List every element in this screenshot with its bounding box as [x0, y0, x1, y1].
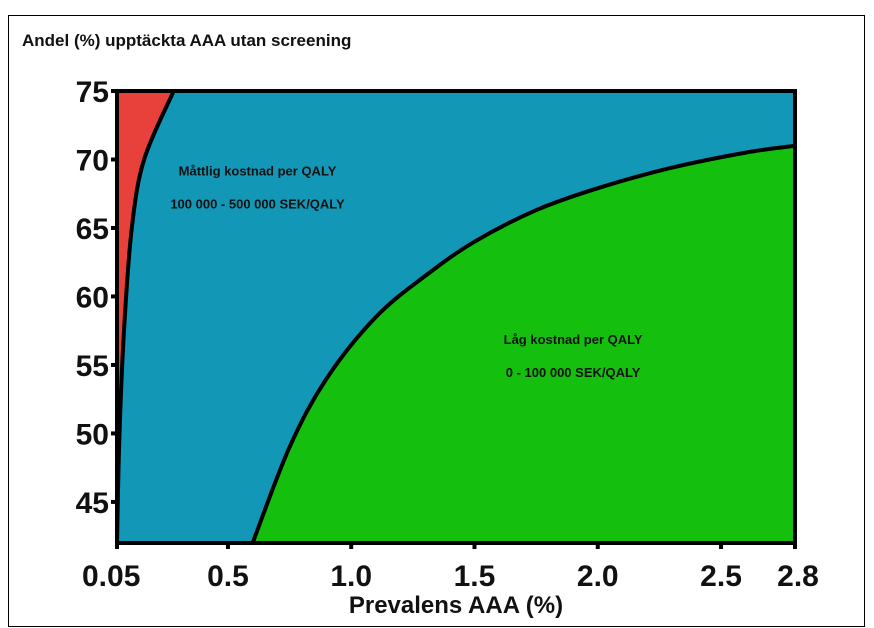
x-tick-label: 1.5: [454, 560, 496, 593]
region-label-moderate-cost-title: Måttlig kostnad per QALY: [179, 164, 337, 179]
plot-border: [115, 89, 797, 545]
y-tick-label: 45: [76, 487, 109, 520]
x-tick-label: 2.8: [777, 560, 819, 593]
chart-title: Andel (%) upptäckta AAA utan screening: [22, 31, 352, 50]
y-tick-label: 55: [76, 350, 109, 383]
y-tick-label: 65: [76, 213, 109, 246]
region-label-low-cost-range: 0 - 100 000 SEK/QALY: [506, 365, 641, 380]
region-label-moderate-cost-range: 100 000 - 500 000 SEK/QALY: [170, 197, 345, 212]
x-tick-label: 2.5: [700, 560, 742, 593]
x-axis-label: Prevalens AAA (%): [349, 592, 563, 619]
axis-layer: 75 70 65 60 55 50 45 0.05 0.5 1.0 1.5 2.0 2.5 2.8: [76, 76, 819, 593]
region-low-cost: [252, 145, 796, 544]
region-label-layer: Måttlig kostnad per QALY 100 000 - 500 00…: [170, 164, 643, 380]
y-tick-label: 50: [76, 418, 109, 451]
region-high-cost: [117, 91, 174, 543]
x-tick-label: 0.05: [82, 560, 140, 593]
boundary-curve-blue-green: [250, 143, 796, 544]
region-label-low-cost-title: Låg kostnad per QALY: [504, 332, 643, 347]
x-tick-label: 1.0: [330, 560, 372, 593]
regions-layer: [117, 91, 796, 544]
y-tick-label: 75: [76, 76, 109, 109]
y-tick-label: 70: [76, 144, 109, 177]
y-tick-label: 60: [76, 281, 109, 314]
x-tick-label: 2.0: [577, 560, 619, 593]
x-tick-label: 0.5: [207, 560, 249, 593]
